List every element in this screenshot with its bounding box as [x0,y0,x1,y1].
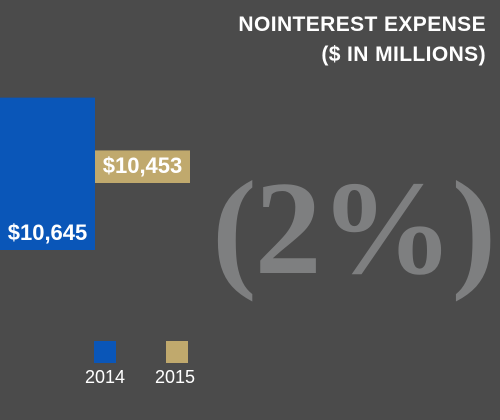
bar-2014-mask [0,250,95,330]
bar-2015-mask [95,183,190,330]
percent-change-label: (2%) [212,154,496,302]
bar-value-label-2015: $10,453 [103,153,183,178]
bar-value-label-2014: $10,645 [8,220,88,245]
chart-title-line-1: NOINTEREST EXPENSE [238,13,486,36]
chart-title-line-2: ($ IN MILLIONS) [321,43,486,66]
chart-title: NOINTEREST EXPENSE ($ IN MILLIONS) [238,10,486,70]
